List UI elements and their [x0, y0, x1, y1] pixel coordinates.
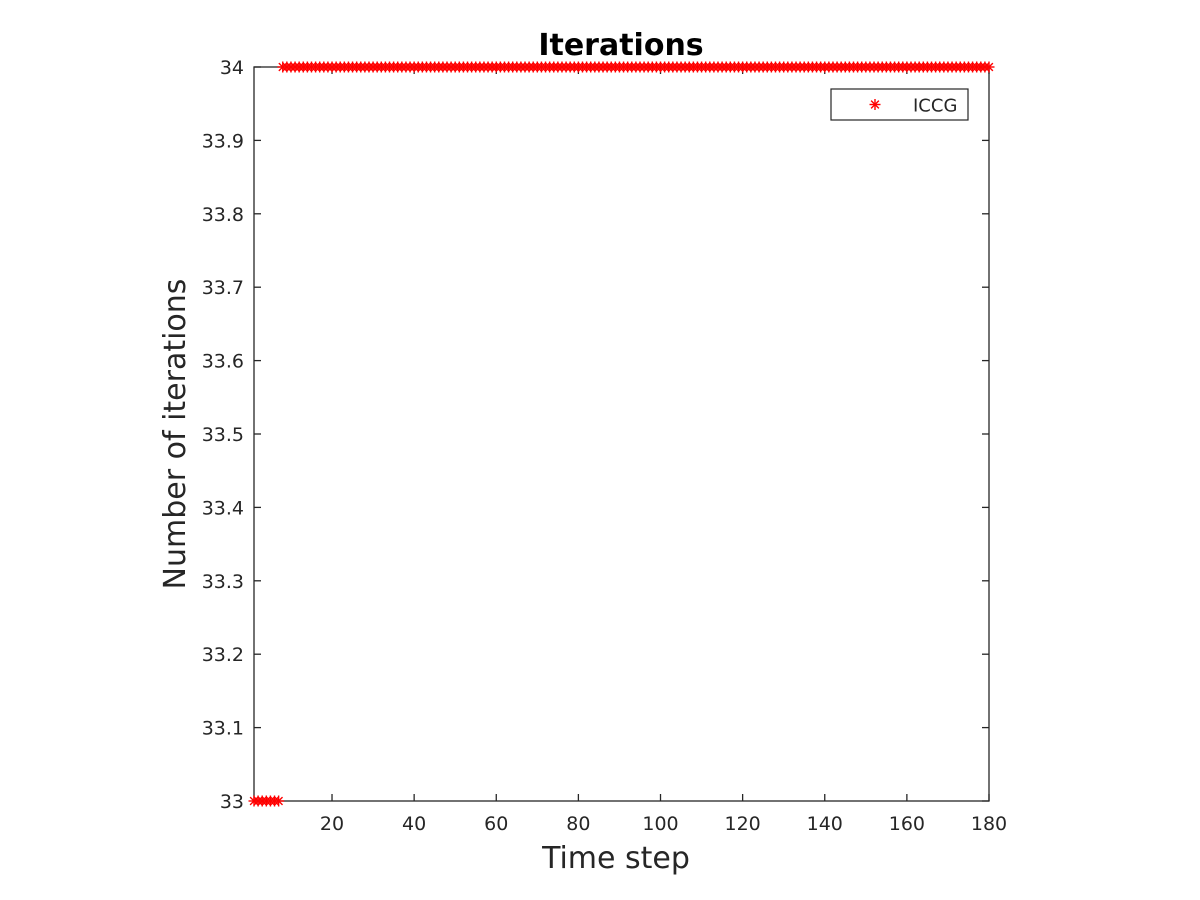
data-point — [983, 61, 995, 73]
y-tick-label: 33.9 — [202, 130, 244, 152]
x-tick-label: 180 — [971, 813, 1007, 835]
x-tick-label: 120 — [724, 813, 760, 835]
plot-area: 20 40 60 80 100 120 140 160 180 33 33.1 33.2 33.3 33.… — [202, 57, 1007, 835]
y-tick-label: 33.6 — [202, 351, 244, 373]
y-tick-label: 33.4 — [202, 497, 244, 519]
x-tick-label: 140 — [807, 813, 843, 835]
legend-label: ICCG — [913, 96, 957, 117]
marker-stroke — [984, 62, 994, 72]
y-axis-label: Number of iterations — [158, 279, 193, 590]
x-tick-label: 160 — [889, 813, 925, 835]
chart-title: Iterations — [538, 28, 703, 63]
data-point — [273, 795, 285, 807]
axes-box — [253, 66, 990, 802]
y-tick-label: 33.3 — [202, 571, 244, 593]
x-axis-label: Time step — [541, 841, 690, 876]
y-tick-label: 33.7 — [202, 277, 244, 299]
x-tick-label: 80 — [566, 813, 590, 835]
legend: ICCG — [830, 88, 969, 121]
legend-marker — [869, 99, 881, 110]
legend-box — [830, 88, 969, 121]
series-iccg — [248, 61, 995, 807]
y-tick-label: 33.2 — [202, 644, 244, 666]
x-tick-label: 20 — [320, 813, 344, 835]
y-tick-label: 34 — [220, 57, 244, 79]
x-tick-label: 60 — [484, 813, 508, 835]
x-tick-label: 100 — [642, 813, 678, 835]
x-tick-label: 40 — [402, 813, 426, 835]
y-tick-label: 33.1 — [202, 718, 244, 740]
y-tick-label: 33 — [220, 791, 244, 813]
y-tick-label: 33.5 — [202, 424, 244, 446]
marker-stroke — [870, 100, 880, 109]
y-tick-label: 33.8 — [202, 204, 244, 226]
marker-stroke — [274, 796, 284, 806]
